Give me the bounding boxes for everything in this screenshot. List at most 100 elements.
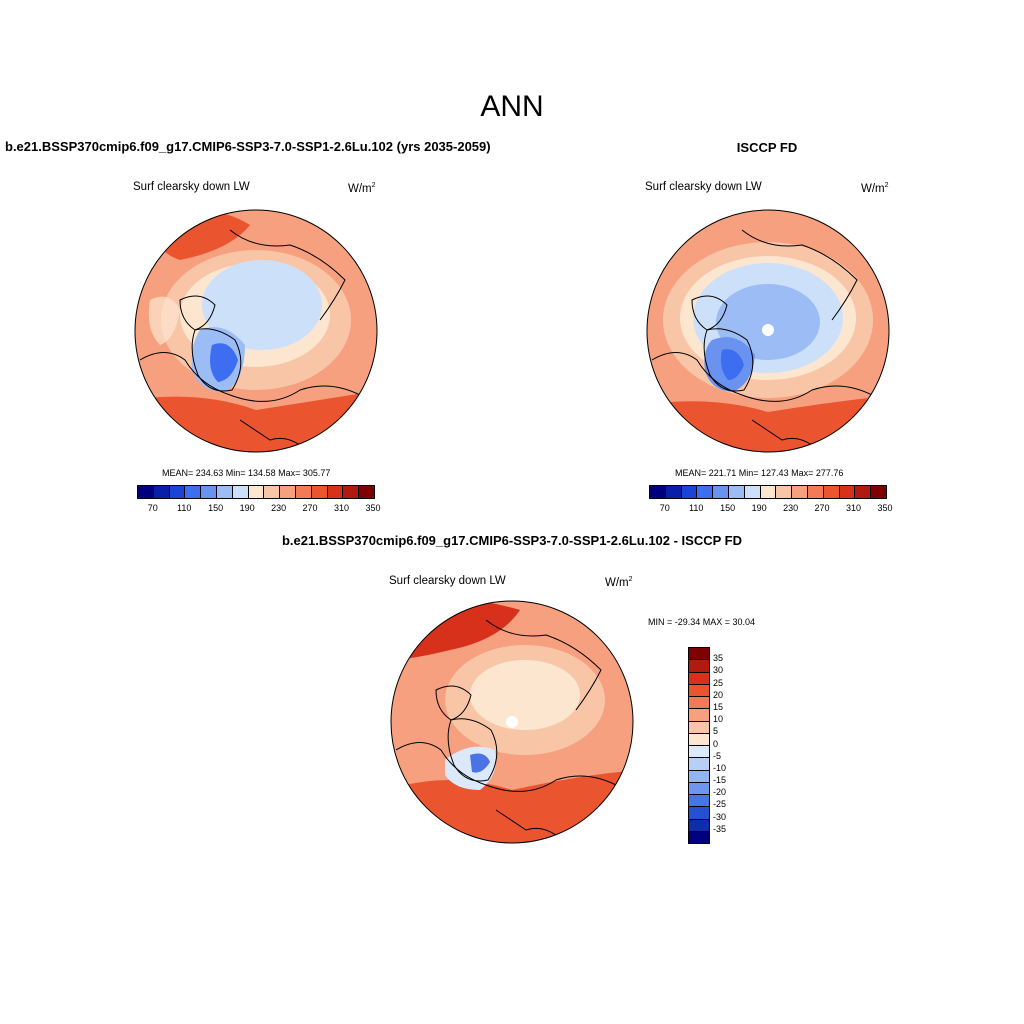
panel1-colorbar-tick-label: 70 xyxy=(147,503,158,513)
panel3-colorbar-swatch xyxy=(689,709,709,722)
panel3-colorbar-tick-label: -35 xyxy=(713,823,727,834)
panel3-colorbar-tick-label: -15 xyxy=(713,775,727,786)
panel2-colorbar-swatch xyxy=(697,486,714,498)
panel3-colorbar-tick-label: 35 xyxy=(713,653,724,664)
panel3-colorbar-tick-label: 5 xyxy=(713,726,719,737)
panel3-colorbar-tick-label: 10 xyxy=(713,714,724,725)
panel2-colorbar-swatch xyxy=(681,486,698,498)
panel2-colorbar-swatch xyxy=(871,486,886,498)
panel2-title: ISCCP FD xyxy=(736,140,798,155)
panel2-colorbar-ticks: 70 110 150 190 230 270 310 350 xyxy=(649,503,893,515)
panel3-colorbar-swatch xyxy=(689,733,709,746)
panel3-colorbar-tick-label: 15 xyxy=(713,701,724,712)
panel2-colorbar-tick-label: 230 xyxy=(783,503,799,513)
panel2-colorbar-swatch xyxy=(665,486,682,498)
panel1-colorbar-swatch xyxy=(169,486,186,498)
panel2-map-border xyxy=(646,209,890,453)
panel2-colorbar-swatch xyxy=(839,486,856,498)
panel1-field-label: Surf clearsky down LW xyxy=(133,181,250,193)
panel3-colorbar-swatch xyxy=(689,782,709,795)
panel2-stats: MEAN= 221.71 Min= 127.43 Max= 277.76 xyxy=(675,468,844,478)
panel3-colorbar-swatch xyxy=(689,660,709,673)
panel1-units: W/m2 xyxy=(348,182,376,195)
panel1-colorbar-tick-label: 310 xyxy=(334,503,350,513)
panel3-colorbar-swatch xyxy=(689,697,709,710)
panel2-colorbar-swatch xyxy=(855,486,872,498)
panel1-colorbar-swatch xyxy=(343,486,360,498)
panel3-colorbar-swatch xyxy=(689,770,709,783)
panel3-units: W/m2 xyxy=(605,576,633,589)
panel3-colorbar-swatch xyxy=(689,819,709,832)
panel2-colorbar-swatch xyxy=(823,486,840,498)
panel1-colorbar-tick-label: 270 xyxy=(302,503,318,513)
panel3-colorbar-tick-label: 25 xyxy=(713,677,724,688)
panel1-colorbar-swatch xyxy=(359,486,374,498)
panel2-colorbar-tick-label: 70 xyxy=(659,503,670,513)
panel3-colorbar xyxy=(688,647,710,844)
panel3-colorbar-swatch xyxy=(689,795,709,808)
panel1-title: b.e21.BSSP370cmip6.f09_g17.CMIP6-SSP3-7.… xyxy=(5,139,491,154)
panel3-map xyxy=(391,601,633,843)
panel1-colorbar-swatch xyxy=(138,486,154,498)
panel1-colorbar-swatch xyxy=(327,486,344,498)
panel3-colorbar-ticks: 35 30 25 20 15 10 5 0 -5 -10 -15 -20 -25 -30 -35 xyxy=(713,647,753,842)
panel3-colorbar-tick-label: 20 xyxy=(713,689,724,700)
panel1-colorbar-swatch xyxy=(232,486,249,498)
panel2-colorbar-swatch xyxy=(760,486,777,498)
panel3-colorbar-tick-label: -5 xyxy=(713,750,722,761)
panel3-map-border xyxy=(390,600,634,844)
panel1-colorbar xyxy=(137,485,375,499)
panel1-colorbar-swatch xyxy=(153,486,170,498)
panel1-map-border xyxy=(134,209,378,453)
panel3-colorbar-tick-label: 0 xyxy=(713,738,719,749)
panel1-colorbar-ticks: 70 110 150 190 230 270 310 350 xyxy=(137,503,381,515)
panel2-field-label: Surf clearsky down LW xyxy=(645,181,762,193)
panel1-colorbar-tick-label: 230 xyxy=(271,503,287,513)
panel2-colorbar-tick-label: 190 xyxy=(751,503,767,513)
panel2-map xyxy=(647,210,889,452)
panel1-stats: MEAN= 234.63 Min= 134.58 Max= 305.77 xyxy=(162,468,331,478)
panel1-colorbar-swatch xyxy=(201,486,217,498)
main-title: ANN xyxy=(480,90,544,123)
panel3-colorbar-swatch xyxy=(689,684,709,697)
panel1-colorbar-swatch xyxy=(248,486,265,498)
panel2-colorbar-tick-label: 150 xyxy=(720,503,736,513)
panel1-colorbar-tick-label: 350 xyxy=(365,503,381,513)
panel1-colorbar-tick-label: 190 xyxy=(239,503,255,513)
panel3-colorbar-swatch xyxy=(689,807,709,820)
panel1-colorbar-swatch xyxy=(295,486,312,498)
panel3-colorbar-tick-label: 30 xyxy=(713,665,724,676)
panel3-title: b.e21.BSSP370cmip6.f09_g17.CMIP6-SSP3-7.… xyxy=(281,533,742,548)
panel3-colorbar-tick-label: -30 xyxy=(713,811,727,822)
panel3-stats: MIN = -29.34 MAX = 30.04 xyxy=(648,617,756,627)
panel3-colorbar-swatch xyxy=(689,746,709,759)
panel1-colorbar-swatch xyxy=(311,486,328,498)
panel3-colorbar-tick-label: -20 xyxy=(713,787,727,798)
panel3-colorbar-swatch xyxy=(689,758,709,771)
panel3-colorbar-tick-label: -10 xyxy=(713,762,727,773)
panel2-colorbar-tick-label: 350 xyxy=(877,503,893,513)
panel1-map xyxy=(135,210,377,452)
panel2-colorbar-swatch xyxy=(807,486,824,498)
panel2-colorbar xyxy=(649,485,887,499)
panel1-colorbar-tick-label: 150 xyxy=(208,503,224,513)
panel2-colorbar-swatch xyxy=(713,486,729,498)
panel2-units: W/m2 xyxy=(861,182,889,195)
panel1-colorbar-swatch xyxy=(280,486,296,498)
panel3-colorbar-swatch xyxy=(689,721,709,734)
panel2-colorbar-swatch xyxy=(744,486,761,498)
panel2-colorbar-tick-label: 310 xyxy=(846,503,862,513)
panel3-colorbar-tick-label: -25 xyxy=(713,799,727,810)
panel3-field-label: Surf clearsky down LW xyxy=(389,575,506,587)
panel2-colorbar-tick-label: 110 xyxy=(689,503,704,513)
panel1-colorbar-tick-label: 110 xyxy=(177,503,192,513)
panel2-colorbar-tick-label: 270 xyxy=(814,503,830,513)
panel2-colorbar-swatch xyxy=(728,486,745,498)
panel2-colorbar-swatch xyxy=(650,486,666,498)
panel1-colorbar-swatch xyxy=(216,486,233,498)
panel1-colorbar-swatch xyxy=(264,486,281,498)
panel3-colorbar-swatch xyxy=(689,831,709,843)
panel3-colorbar-swatch xyxy=(689,672,709,685)
panel2-colorbar-swatch xyxy=(792,486,808,498)
panel3-colorbar-swatch xyxy=(689,648,709,661)
